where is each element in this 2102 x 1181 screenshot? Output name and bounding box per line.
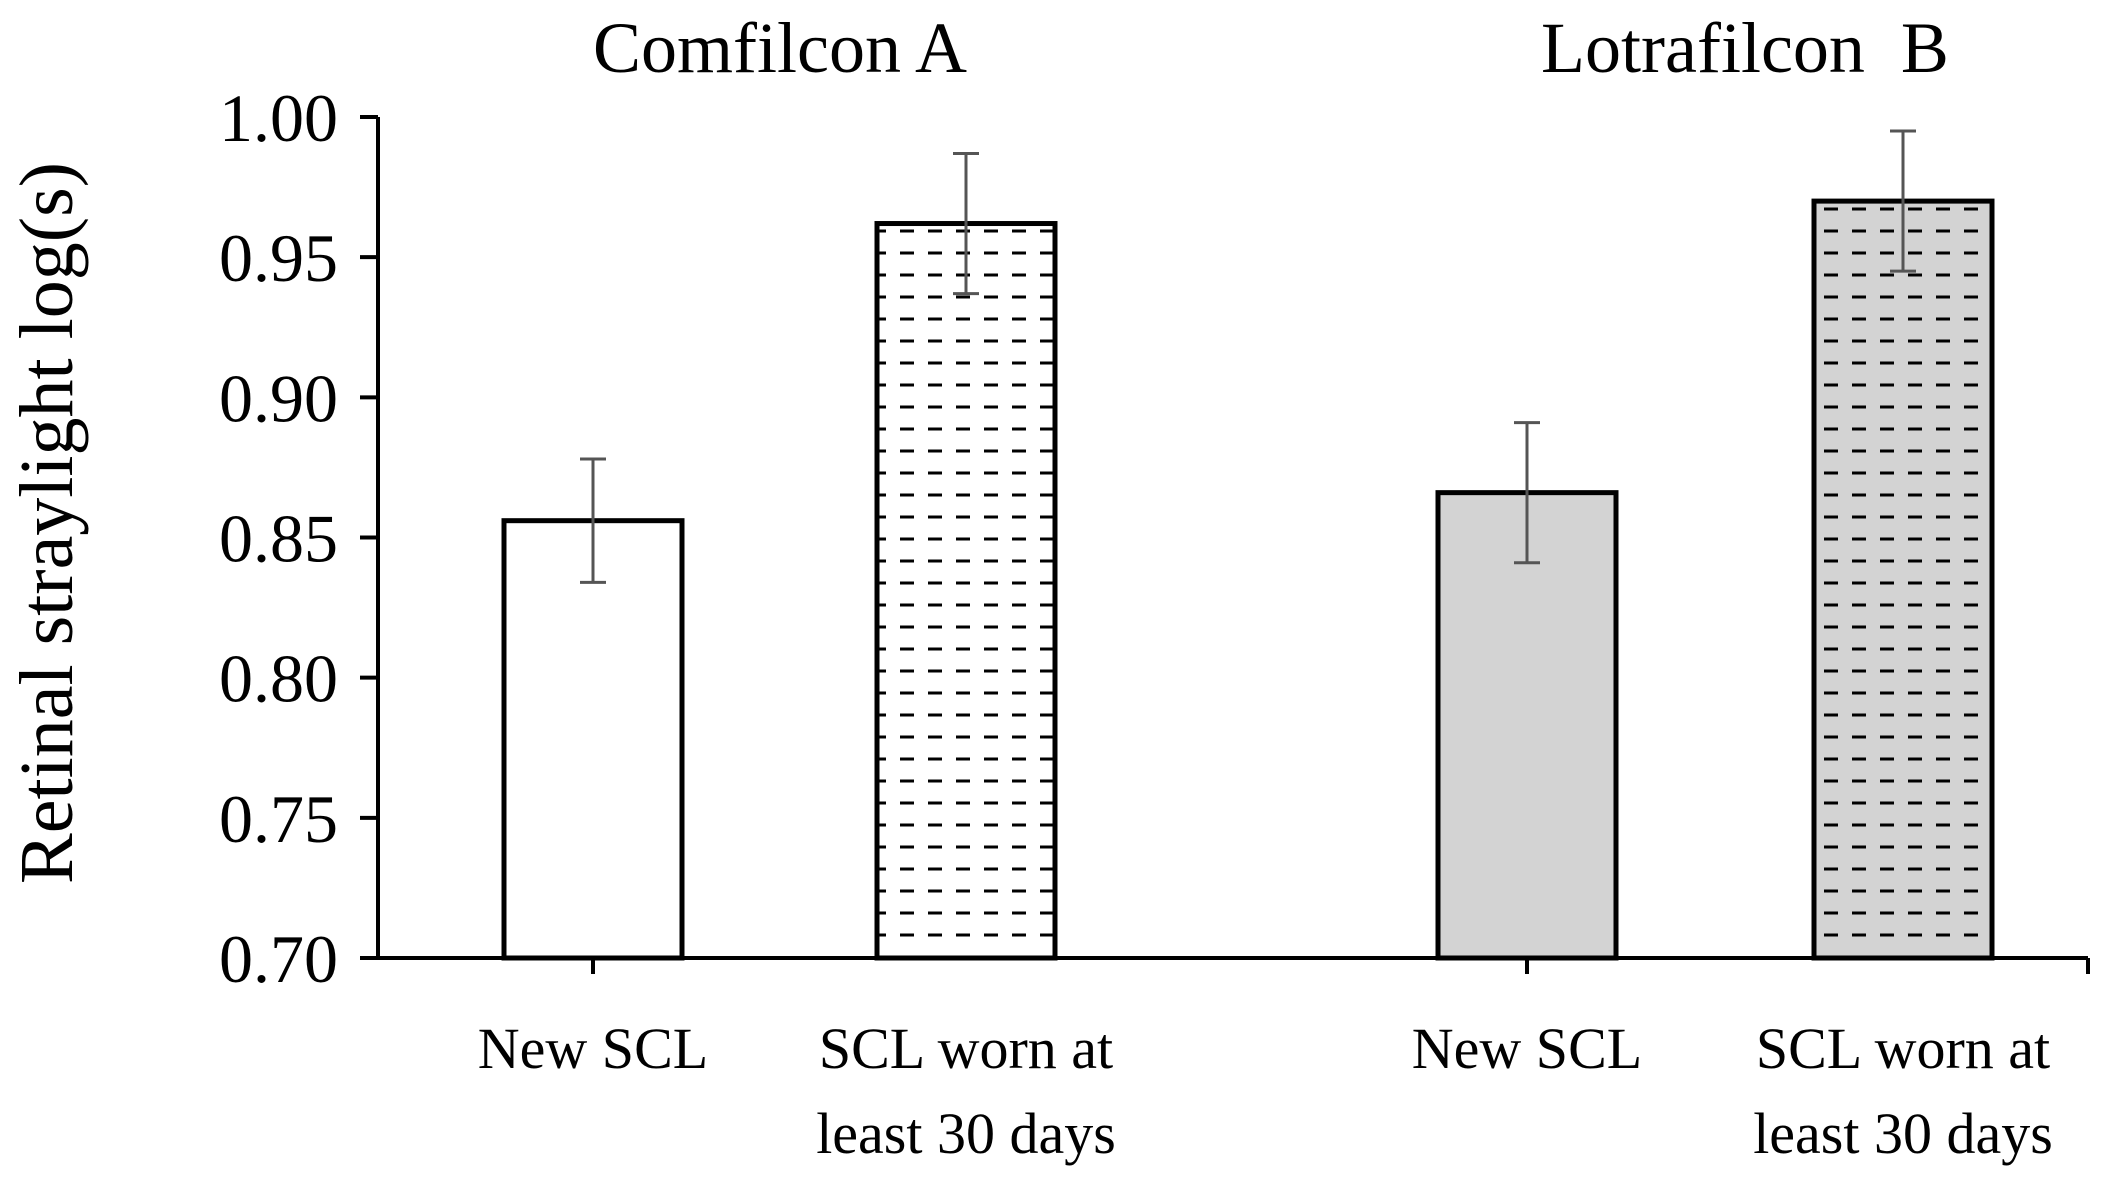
x-category-label: SCL worn at <box>819 1016 1113 1081</box>
y-tick-label: 0.70 <box>219 921 338 997</box>
axes: 0.70 0.75 0.80 0.85 0.90 0.95 1.00 <box>219 80 2090 997</box>
y-tick-label: 0.90 <box>219 360 338 436</box>
category-labels: New SCL SCL worn at least 30 days New SCL SC… <box>478 1016 2053 1166</box>
bars <box>501 129 1995 961</box>
bar-lotrafilcon-b-worn-30-days <box>1811 198 1995 961</box>
x-category-label: New SCL <box>1412 1016 1642 1081</box>
y-tick-label: 0.80 <box>219 641 338 717</box>
group-title-comfilcon-a: Comfilcon A <box>593 8 967 88</box>
group-title-lotrafilcon-b: Lotrafilcon B <box>1541 8 1949 88</box>
bar-comfilcon-a-new-scl <box>501 518 685 961</box>
x-category-label: least 30 days <box>816 1101 1116 1166</box>
x-category-label: SCL worn at <box>1756 1016 2050 1081</box>
x-category-label: New SCL <box>478 1016 708 1081</box>
y-tick-label: 0.85 <box>219 501 338 577</box>
y-axis-label: Retinal straylight log(s) <box>5 162 89 884</box>
y-tick-label: 0.95 <box>219 220 338 296</box>
y-tick-label: 1.00 <box>219 80 338 156</box>
bar-comfilcon-a-worn-30-days <box>874 221 1058 961</box>
x-category-label: least 30 days <box>1753 1101 2053 1166</box>
y-tick-label: 0.75 <box>219 781 338 857</box>
